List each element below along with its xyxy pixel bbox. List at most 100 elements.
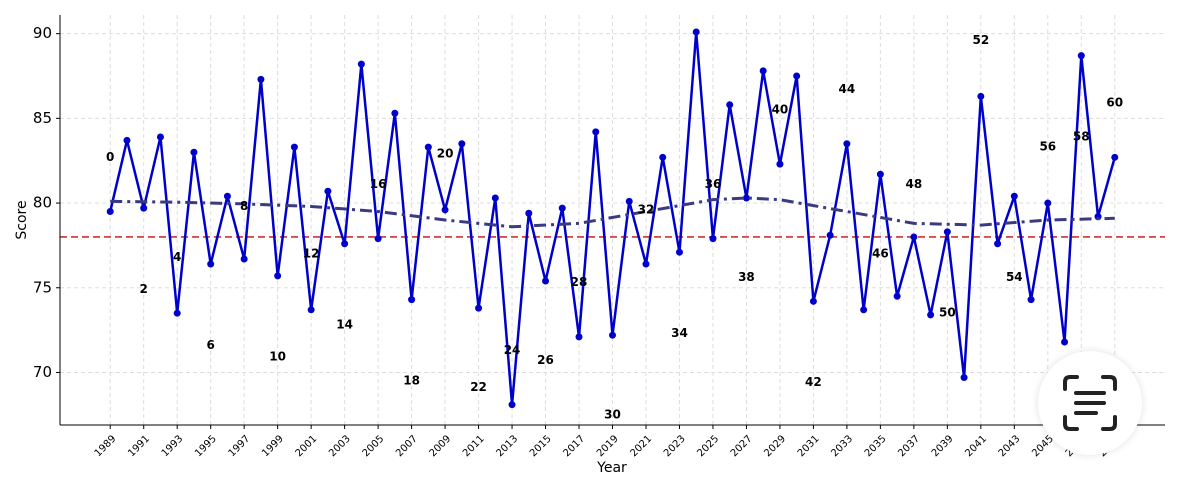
point xyxy=(876,170,884,178)
point xyxy=(441,206,449,214)
point xyxy=(257,75,265,83)
x-tick-label: 1989 xyxy=(93,433,119,459)
point xyxy=(977,92,985,100)
annotation: 32 xyxy=(638,202,655,216)
y-tick-label: 70 xyxy=(33,363,52,381)
point xyxy=(893,292,901,300)
annotation: 40 xyxy=(772,102,789,116)
annotation: 52 xyxy=(972,33,989,47)
x-tick-label: 2023 xyxy=(662,433,688,459)
point xyxy=(374,235,382,243)
x-tick-label: 1997 xyxy=(227,433,253,459)
x-tick-label: 2027 xyxy=(729,433,755,459)
x-tick-label: 2041 xyxy=(963,433,989,459)
point xyxy=(424,143,432,151)
y-tick-label: 80 xyxy=(33,194,52,212)
x-tick-label: 2003 xyxy=(327,433,353,459)
point xyxy=(341,240,349,248)
point xyxy=(542,277,550,285)
annotation: 50 xyxy=(939,306,956,320)
point xyxy=(625,197,633,205)
x-tick-label: 2033 xyxy=(829,433,855,459)
point xyxy=(910,233,918,241)
point xyxy=(742,194,750,202)
point xyxy=(843,140,851,148)
point xyxy=(491,194,499,202)
annotation: 22 xyxy=(470,380,487,394)
x-tick-label: 2001 xyxy=(294,433,320,459)
point xyxy=(826,231,834,239)
x-tick-label: 2005 xyxy=(361,433,387,459)
point xyxy=(575,333,583,341)
point xyxy=(692,28,700,36)
annotation: 30 xyxy=(604,407,621,421)
trend-line xyxy=(110,196,1115,229)
point xyxy=(1061,338,1069,346)
x-tick-label: 2011 xyxy=(461,433,487,459)
point xyxy=(1111,153,1119,161)
point xyxy=(659,153,667,161)
point xyxy=(458,140,466,148)
point xyxy=(1094,213,1102,221)
x-tick-label: 1993 xyxy=(160,433,186,459)
point xyxy=(223,192,231,200)
annotation: 10 xyxy=(269,350,286,364)
annotation: 18 xyxy=(403,373,420,387)
point xyxy=(357,60,365,68)
point xyxy=(675,248,683,256)
annotation: 4 xyxy=(173,250,181,264)
x-tick-label: 2039 xyxy=(930,433,956,459)
y-tick-label: 90 xyxy=(33,24,52,42)
annotation: 46 xyxy=(872,246,889,260)
point xyxy=(156,133,164,141)
point xyxy=(207,260,215,268)
point xyxy=(290,143,298,151)
point xyxy=(860,306,868,314)
point xyxy=(558,204,566,212)
annotation: 56 xyxy=(1039,140,1056,154)
y-axis-label: Score xyxy=(14,200,30,239)
point xyxy=(1077,52,1085,60)
point xyxy=(106,208,114,216)
annotation: 2 xyxy=(140,282,148,296)
annotation: 36 xyxy=(705,177,722,191)
x-tick-label: 2007 xyxy=(394,433,420,459)
x-tick-label: 2037 xyxy=(896,433,922,459)
x-tick-label: 1991 xyxy=(126,433,152,459)
point xyxy=(324,187,332,195)
annotation: 0 xyxy=(106,150,114,164)
x-tick-label: 2009 xyxy=(428,433,454,459)
point xyxy=(943,228,951,236)
annotation: 42 xyxy=(805,375,822,389)
point xyxy=(508,401,516,409)
x-tick-label: 2019 xyxy=(595,433,621,459)
annotation: 48 xyxy=(906,177,923,191)
point xyxy=(123,136,131,144)
point xyxy=(307,306,315,314)
x-axis-label: Year xyxy=(596,460,627,476)
point xyxy=(1027,296,1035,304)
annotation: 24 xyxy=(504,343,521,357)
y-tick-label: 85 xyxy=(33,109,52,127)
x-tick-label: 2029 xyxy=(762,433,788,459)
point xyxy=(525,209,533,217)
point xyxy=(927,311,935,319)
lens-icon xyxy=(1063,375,1117,431)
point xyxy=(592,128,600,136)
lens-button[interactable] xyxy=(1038,351,1142,455)
x-tick-label: 2035 xyxy=(863,433,889,459)
point xyxy=(140,204,148,212)
x-tick-label: 2031 xyxy=(796,433,822,459)
annotation: 54 xyxy=(1006,270,1023,284)
x-tick-label: 2015 xyxy=(528,433,554,459)
y-tick-label: 75 xyxy=(33,278,52,296)
x-tick-label: 2021 xyxy=(628,433,654,459)
point xyxy=(475,304,483,312)
point xyxy=(609,331,616,339)
point xyxy=(960,374,968,382)
point xyxy=(173,309,181,317)
point xyxy=(726,101,734,109)
annotation: 60 xyxy=(1106,96,1123,110)
annotation: 26 xyxy=(537,353,554,367)
